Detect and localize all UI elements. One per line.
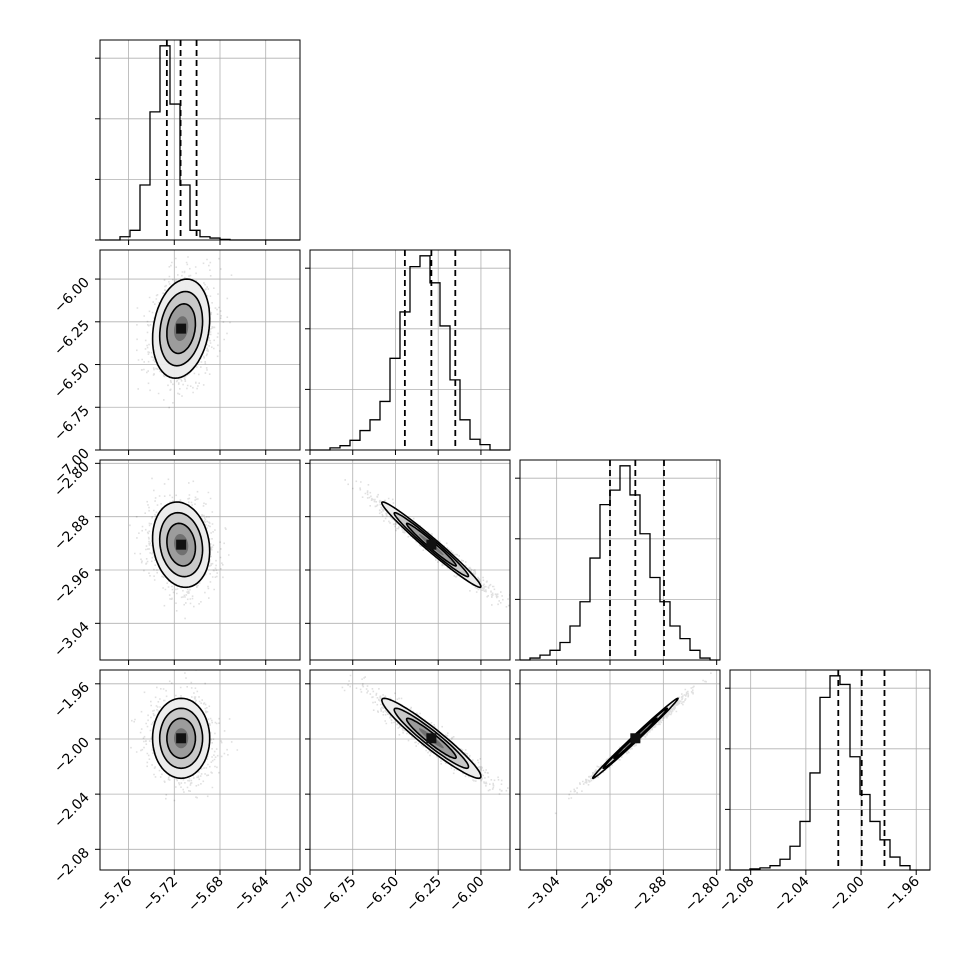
contour-line: [158, 290, 204, 367]
x-tick-label: −6.00: [446, 874, 488, 916]
histogram-bars: [730, 675, 930, 871]
y-tick-label: −2.08: [51, 845, 93, 887]
contour-line: [158, 511, 204, 578]
scatter-panel-3-2: [515, 669, 721, 875]
panel-content: [344, 479, 510, 608]
x-tick-label: −7.00: [275, 874, 317, 916]
density-peak: [176, 733, 187, 744]
x-tick-label: −2.00: [826, 874, 868, 916]
density-peak: [176, 539, 187, 550]
panel-content: [129, 477, 230, 620]
contour-line: [405, 717, 458, 760]
x-tick-label: −1.96: [881, 873, 923, 915]
contour-line: [380, 697, 482, 780]
panel-frame: [309, 249, 511, 451]
y-tick-label: −2.00: [51, 734, 93, 776]
contour-line: [380, 501, 482, 589]
density-peak: [630, 733, 641, 744]
panel-frame: [309, 669, 511, 871]
y-tick-label: −6.25: [51, 317, 93, 359]
contour-line: [151, 697, 211, 780]
y-tick-label: −6.75: [51, 403, 93, 445]
density-peak: [176, 323, 187, 334]
y-tick-label: −2.88: [51, 512, 93, 554]
x-tick-label: −2.80: [682, 874, 724, 916]
y-tick-label: −6.00: [51, 275, 93, 317]
x-tick-label: −5.72: [139, 874, 181, 916]
panel-frame: [99, 669, 301, 871]
hist-panel-2: [515, 459, 721, 665]
contour-line: [166, 302, 197, 355]
scatter-points: [136, 250, 233, 409]
panel-content: [130, 670, 239, 802]
contour-line: [405, 522, 458, 567]
panel-content: [341, 674, 510, 800]
density-peak: [426, 539, 437, 550]
contour-line: [166, 522, 197, 567]
y-tick-label: −1.96: [51, 679, 93, 721]
contour-line: [393, 511, 470, 578]
contour-line: [393, 707, 470, 770]
contour-line: [158, 707, 204, 770]
x-tick-label: −6.50: [361, 874, 403, 916]
scatter-panel-3-1: [305, 669, 511, 875]
scatter-panel-2-1: [305, 459, 511, 665]
contour-line: [151, 278, 211, 380]
y-tick-label: −3.04: [51, 619, 93, 661]
x-tick-label: −6.25: [403, 874, 445, 916]
panel-frame: [99, 249, 301, 451]
x-tick-label: −5.76: [94, 873, 136, 915]
panel-frame: [519, 459, 721, 661]
x-tick-label: −5.64: [231, 873, 273, 915]
x-tick-label: −2.08: [716, 874, 758, 916]
y-tick-label: −2.96: [51, 565, 93, 607]
y-tick-label: −2.04: [51, 790, 93, 832]
panel-content: [554, 672, 712, 815]
density-peak: [426, 733, 437, 744]
hist-panel-3: [725, 669, 931, 875]
panel-frame: [99, 459, 301, 661]
panel-content: [136, 250, 233, 409]
panel-frame: [309, 459, 511, 661]
x-tick-label: −2.04: [771, 873, 813, 915]
x-tick-label: −6.75: [318, 874, 360, 916]
hist-panel-0: [95, 39, 301, 245]
contour-line: [151, 501, 211, 589]
histogram-bars: [100, 45, 300, 241]
x-tick-label: −3.04: [522, 873, 564, 915]
y-tick-label: −6.50: [51, 360, 93, 402]
scatter-panel-2-0: [95, 459, 301, 665]
contour-line: [591, 697, 680, 780]
scatter-panel-3-0: [95, 669, 301, 875]
x-tick-label: −5.68: [185, 874, 227, 916]
panel-frame: [729, 669, 931, 871]
x-tick-label: −2.88: [629, 874, 671, 916]
contour-line: [166, 717, 197, 760]
histogram-bars: [520, 465, 720, 661]
x-tick-label: −2.96: [575, 873, 617, 915]
panel-frame: [519, 669, 721, 871]
hist-panel-1: [305, 249, 511, 455]
histogram-bars: [310, 255, 510, 451]
scatter-panel-1-0: [95, 249, 301, 455]
panel-frame: [99, 39, 301, 241]
contour-line: [613, 717, 658, 760]
